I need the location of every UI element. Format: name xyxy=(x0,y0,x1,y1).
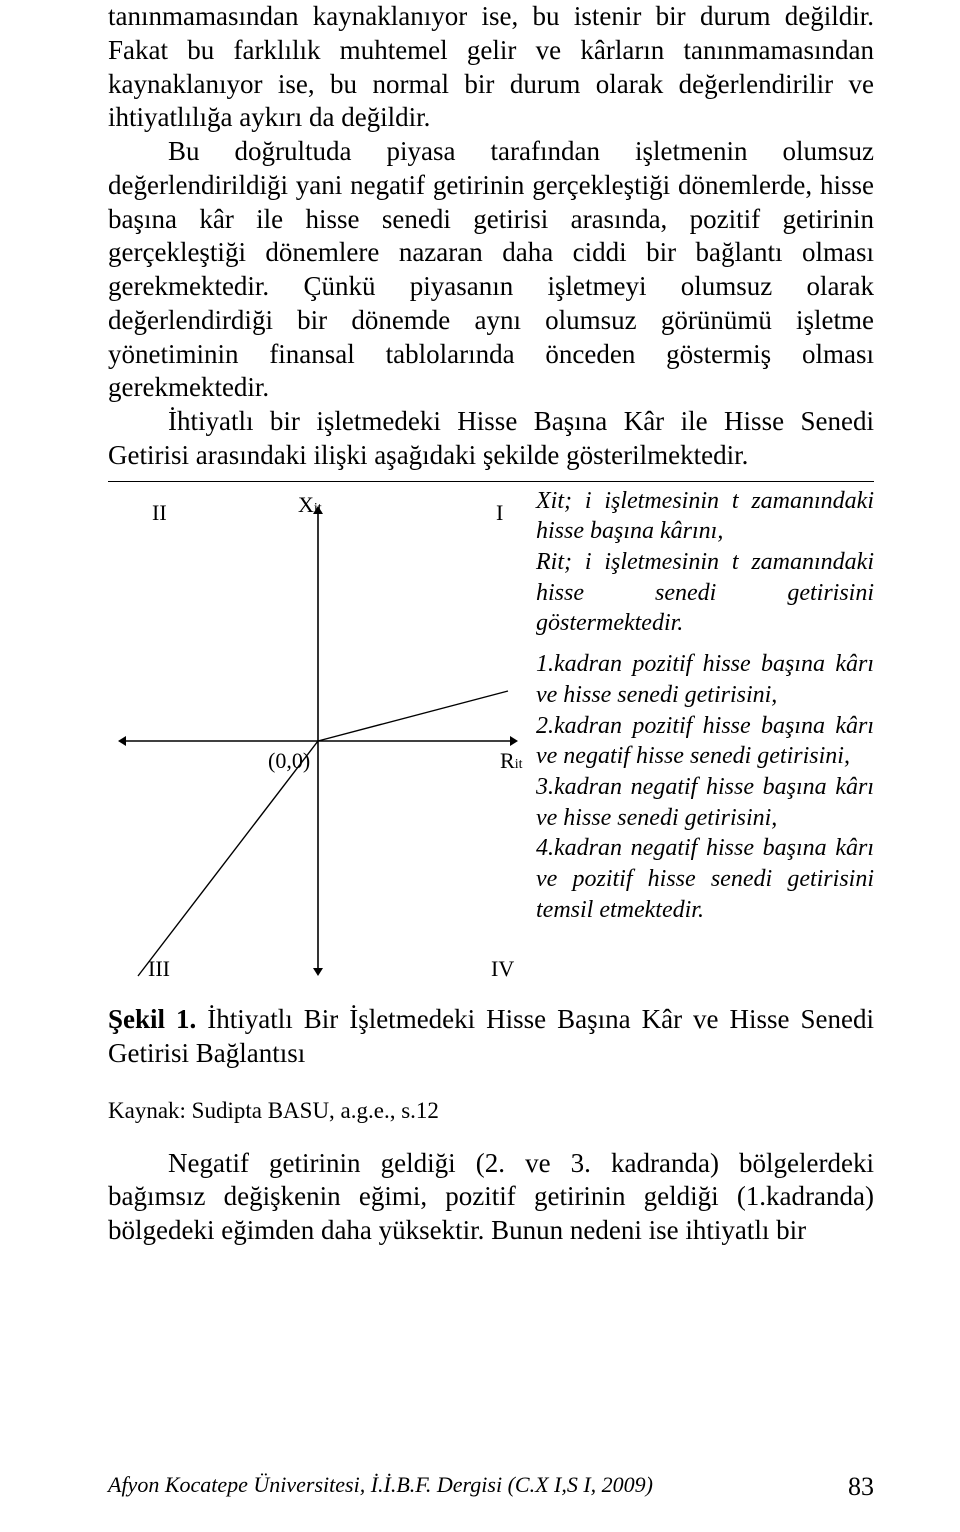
paragraph-4: Negatif getirinin geldiği (2. ve 3. kadr… xyxy=(108,1147,874,1248)
origin-label: (0,0) xyxy=(268,748,310,774)
chart-svg xyxy=(108,486,528,996)
quadrant-label-II: II xyxy=(152,500,167,526)
figure-caption: Şekil 1. İhtiyatlı Bir İşletmedeki Hisse… xyxy=(108,1002,874,1071)
figure-caption-bold: Şekil 1. xyxy=(108,1004,196,1034)
figure-caption-rest: İhtiyatlı Bir İşletmedeki Hisse Başına K… xyxy=(108,1004,874,1069)
quadrant-label-IV: IV xyxy=(491,956,514,982)
figure-source: Kaynak: Sudipta BASU, a.g.e., s.12 xyxy=(108,1098,874,1124)
figure-legend: Xit; i işletmesinin t zamanındaki hisse … xyxy=(528,486,874,996)
legend-rit: Rit; i işletmesinin t zamanındaki hisse … xyxy=(536,547,874,639)
legend-kad1: 1.kadran pozitif hisse başına kârı ve hi… xyxy=(536,649,874,710)
quadrant-label-III: III xyxy=(148,956,170,982)
legend-kad2: 2.kadran pozitif hisse başına kârı ve ne… xyxy=(536,711,874,772)
x-axis-label: Rit xyxy=(500,748,522,774)
legend-kad3: 3.kadran negatif hisse başına kârı ve hi… xyxy=(536,772,874,833)
paragraph-1: tanınmamasından kaynaklanıyor ise, bu is… xyxy=(108,0,874,135)
y-axis-label: Xit xyxy=(298,492,322,518)
footer-journal: Afyon Kocatepe Üniversitesi, İ.İ.B.F. De… xyxy=(108,1472,653,1498)
legend-kad4: 4.kadran negatif hisse başına kârı ve po… xyxy=(536,833,874,925)
paragraph-2: Bu doğrultuda piyasa tarafından işletmen… xyxy=(108,135,874,405)
quadrant-label-I: I xyxy=(496,500,503,526)
figure-row: II I III IV Xit (0,0) Rit Xit; i işletme… xyxy=(108,481,874,996)
paragraph-3: İhtiyatlı bir işletmedeki Hisse Başına K… xyxy=(108,405,874,473)
legend-xit: Xit; i işletmesinin t zamanındaki hisse … xyxy=(536,486,874,547)
footer-page-number: 83 xyxy=(848,1472,874,1502)
quadrant-chart: II I III IV Xit (0,0) Rit xyxy=(108,486,528,996)
